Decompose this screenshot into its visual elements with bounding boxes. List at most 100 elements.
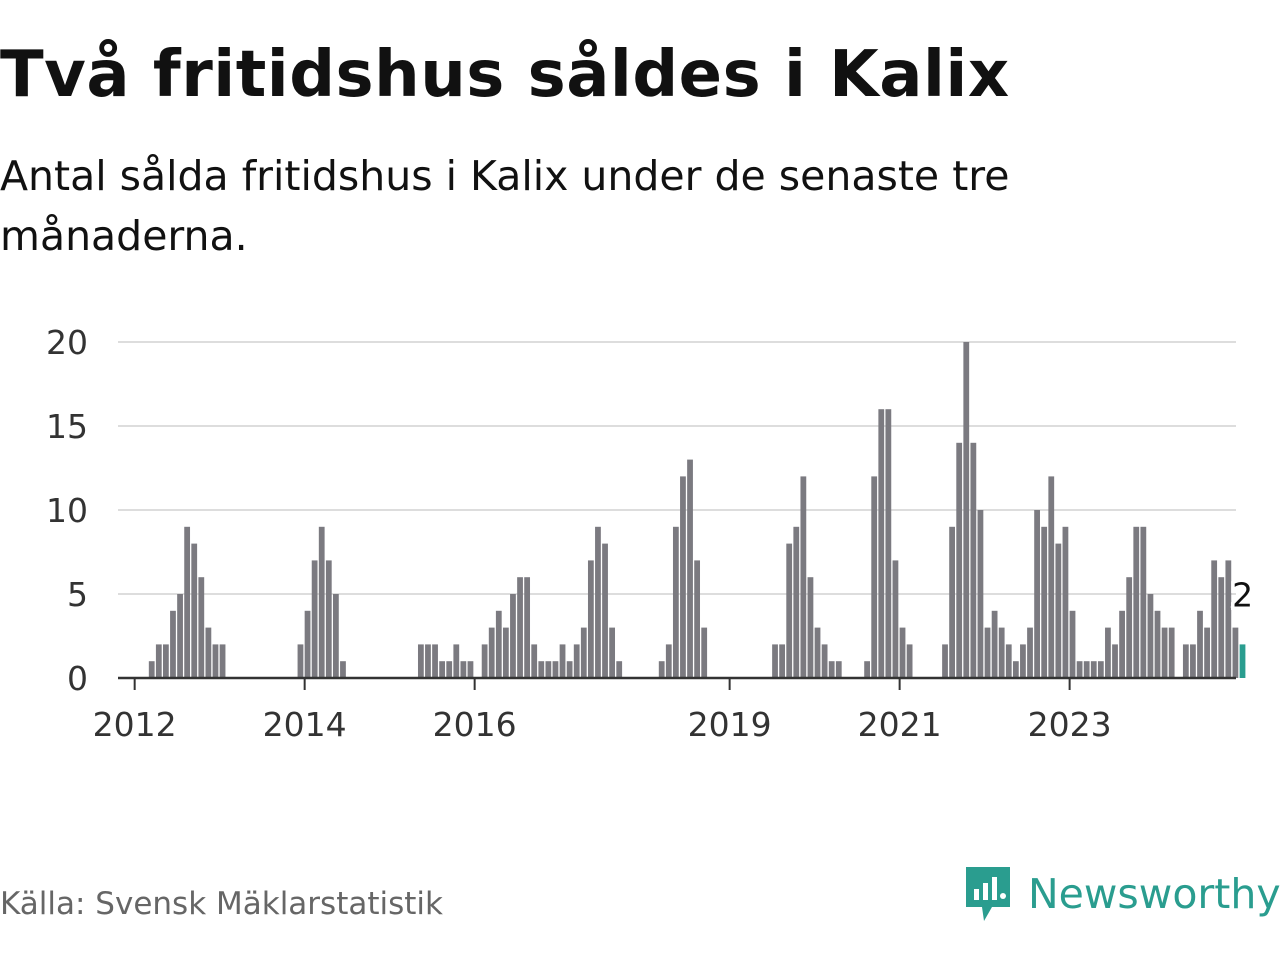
bar — [779, 644, 786, 678]
bar — [502, 627, 509, 678]
bar — [191, 543, 198, 678]
bar — [616, 661, 623, 678]
chart-title: Två fritidshus såldes i Kalix — [0, 38, 1010, 112]
bar — [814, 627, 821, 678]
bar — [304, 610, 311, 678]
bar — [658, 661, 665, 678]
bar — [871, 476, 878, 678]
bar — [956, 442, 963, 678]
bar — [162, 644, 169, 678]
y-tick-label: 0 — [67, 659, 88, 698]
x-tick-label: 2014 — [263, 705, 347, 744]
newsworthy-logo-icon — [966, 867, 1010, 921]
bar — [1126, 577, 1133, 678]
bar — [984, 627, 991, 678]
bar — [524, 577, 531, 678]
bar — [1232, 627, 1239, 678]
brand: Newsworthy — [962, 862, 1280, 926]
bar — [1076, 661, 1083, 678]
bar — [460, 661, 467, 678]
bar — [892, 560, 899, 678]
x-tick-label: 2021 — [858, 705, 942, 744]
bar — [177, 594, 183, 678]
bar — [212, 644, 219, 678]
bar — [1147, 594, 1154, 678]
x-tick-label: 2019 — [688, 705, 772, 744]
bar — [694, 560, 701, 678]
bar — [1041, 526, 1048, 678]
bar — [1020, 644, 1026, 678]
bar — [786, 543, 793, 678]
bar — [906, 644, 913, 678]
bar — [800, 476, 807, 678]
bar — [184, 526, 191, 678]
bar — [148, 661, 155, 678]
bar — [1062, 526, 1069, 678]
bar — [1239, 644, 1246, 678]
bar — [1140, 526, 1147, 678]
bar — [1112, 644, 1118, 678]
brand-name: Newsworthy — [1028, 870, 1280, 918]
bar — [488, 627, 495, 678]
bar — [1027, 627, 1033, 678]
bar — [446, 661, 453, 678]
bar — [1090, 661, 1097, 678]
bar — [425, 644, 431, 678]
bar — [587, 560, 594, 678]
y-tick-label: 20 — [46, 323, 88, 362]
bar — [573, 644, 580, 678]
bar — [340, 661, 346, 678]
bar — [325, 560, 332, 678]
bar — [864, 661, 870, 678]
bar — [453, 644, 460, 678]
bar — [1204, 627, 1210, 678]
bar — [1225, 560, 1232, 678]
bar — [665, 644, 672, 678]
bar — [1005, 644, 1012, 678]
last-value-label: 2 — [1232, 575, 1253, 614]
bar — [680, 476, 686, 678]
bar — [1083, 661, 1090, 678]
bar — [602, 543, 608, 678]
bar — [942, 644, 948, 678]
x-tick-label: 2023 — [1028, 705, 1112, 744]
x-axis-labels: 2012 2014 2016 2019 2021 2023 — [93, 678, 1112, 744]
bar — [970, 442, 977, 678]
bar — [1119, 610, 1125, 678]
bar — [311, 560, 318, 678]
bar — [1055, 543, 1062, 678]
bar — [538, 661, 545, 678]
bar — [835, 661, 842, 678]
bar — [1197, 610, 1203, 678]
bar — [899, 627, 906, 678]
bar — [1034, 510, 1040, 678]
bar — [417, 644, 424, 678]
bar — [609, 627, 616, 678]
bar — [481, 644, 488, 678]
bar-chart: 0 5 10 15 20 2012 2014 2016 2019 2021 2023 2 — [46, 323, 1257, 744]
bar — [977, 510, 984, 678]
bar — [1105, 627, 1111, 678]
bar — [439, 661, 446, 678]
y-axis-labels: 0 5 10 15 20 — [46, 323, 88, 698]
bar — [219, 644, 226, 678]
bar — [687, 459, 693, 678]
x-tick-label: 2016 — [433, 705, 517, 744]
bar — [828, 661, 835, 678]
bar — [772, 644, 778, 678]
y-tick-label: 5 — [67, 575, 88, 614]
bar — [998, 627, 1005, 678]
bar — [1012, 661, 1019, 678]
bar — [885, 409, 892, 678]
bar — [991, 610, 998, 678]
bar — [1154, 610, 1161, 678]
bar — [595, 526, 601, 678]
bar — [1168, 627, 1175, 678]
bar — [297, 644, 304, 678]
bar — [318, 526, 325, 678]
bar — [155, 644, 162, 678]
bar — [205, 627, 212, 678]
bar — [531, 644, 538, 678]
bar — [170, 610, 176, 678]
bar — [807, 577, 814, 678]
